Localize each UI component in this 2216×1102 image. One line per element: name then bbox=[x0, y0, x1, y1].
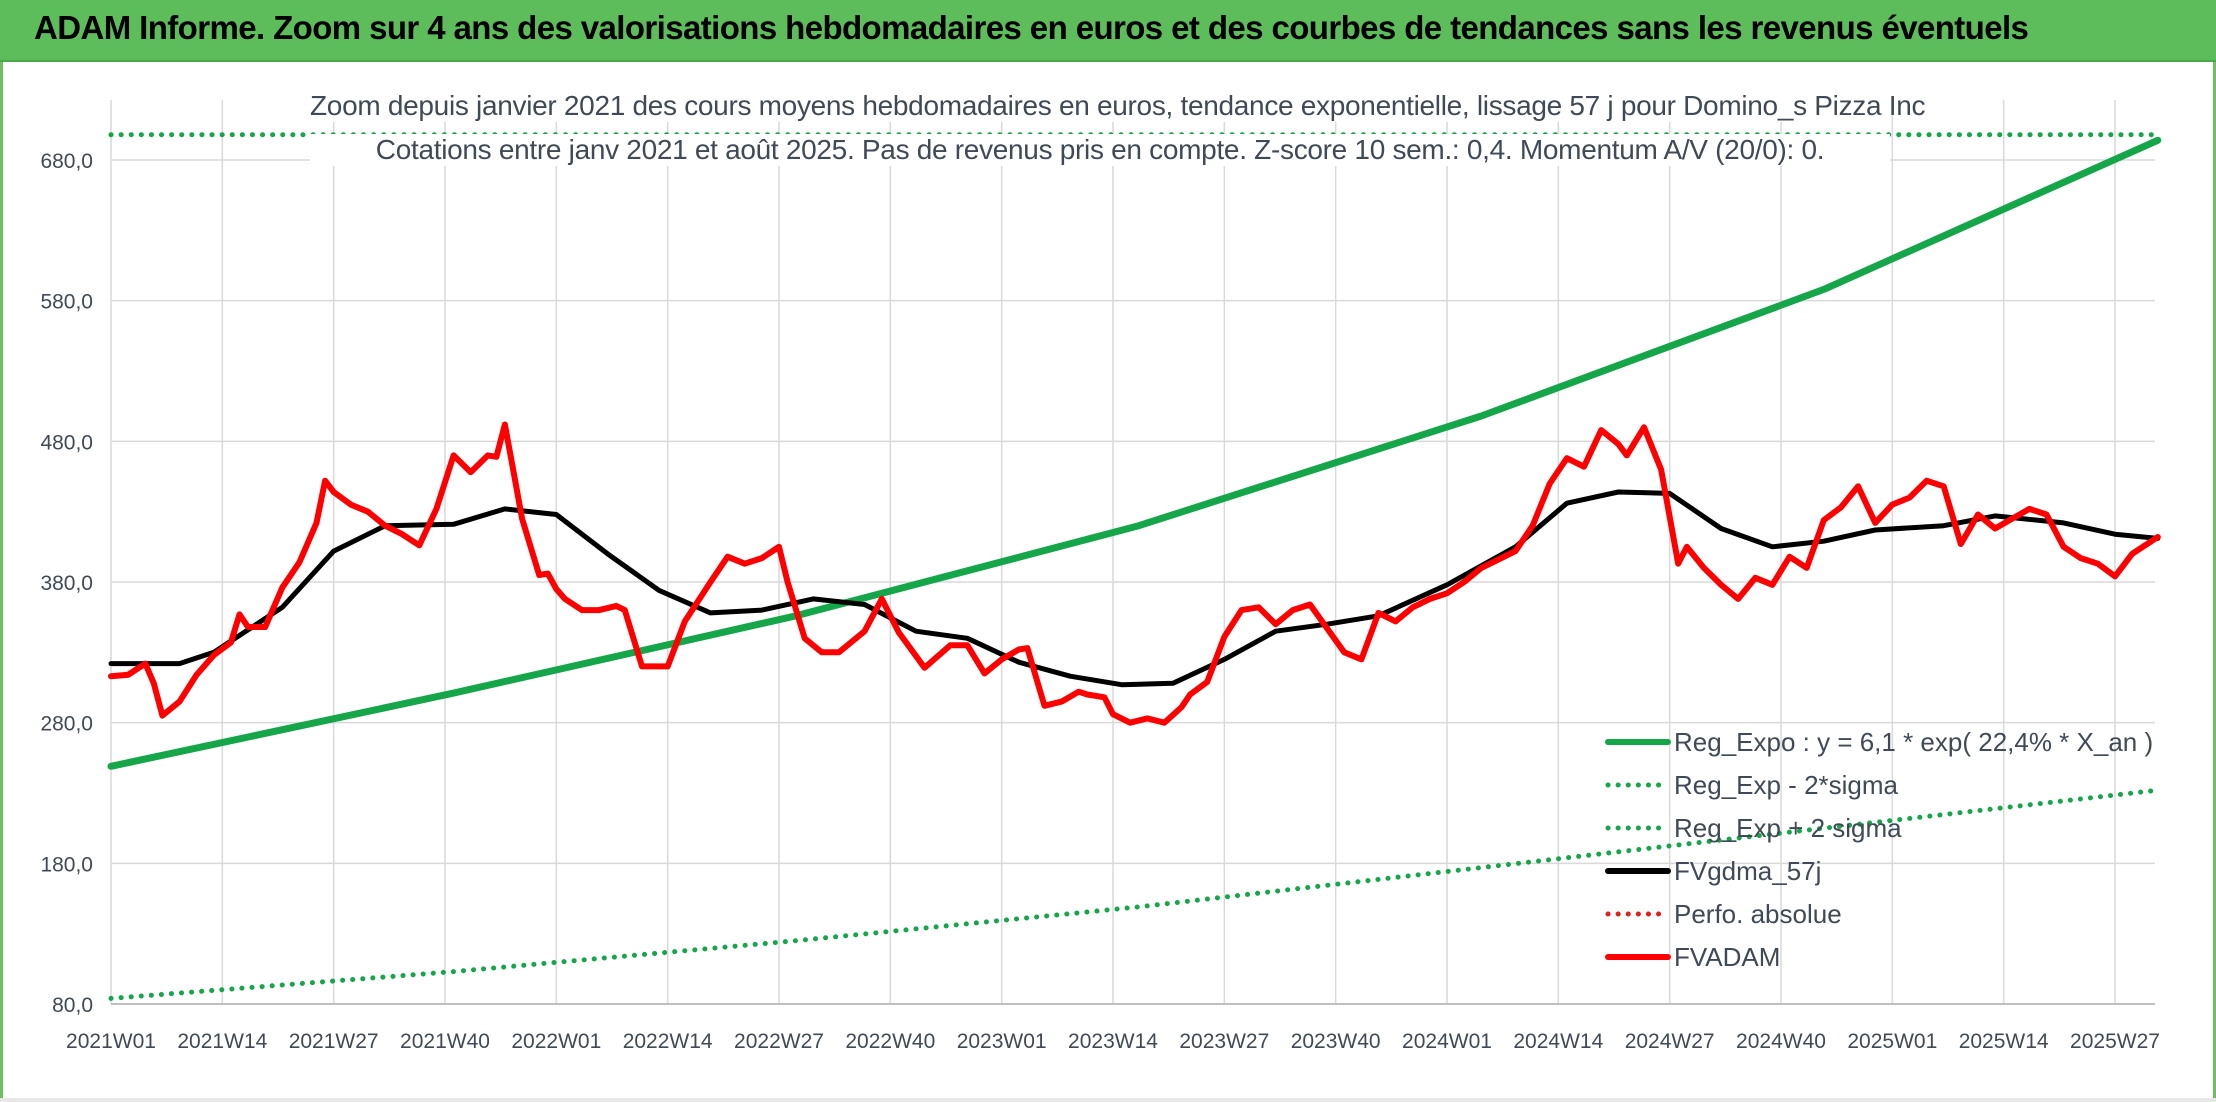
y-tick-label: 580,0 bbox=[40, 291, 93, 314]
x-tick-label: 2024W27 bbox=[1625, 1030, 1715, 1053]
x-tick-label: 2022W27 bbox=[734, 1030, 824, 1053]
x-tick-label: 2021W27 bbox=[289, 1030, 379, 1053]
y-tick-label: 80,0 bbox=[52, 994, 93, 1017]
y-tick-label: 380,0 bbox=[40, 572, 93, 595]
x-tick-label: 2021W14 bbox=[177, 1030, 267, 1053]
legend-label: Reg_Exp - 2*sigma bbox=[1674, 770, 1899, 800]
x-tick-label: 2025W27 bbox=[2070, 1030, 2160, 1053]
chart-title-line-2: Cotations entre janv 2021 et août 2025. … bbox=[310, 134, 1890, 166]
series-line bbox=[108, 489, 2161, 688]
report-banner: ADAM Informe. Zoom sur 4 ans des valoris… bbox=[0, 0, 2216, 62]
y-tick-label: 480,0 bbox=[40, 431, 93, 454]
x-tick-label: 2023W27 bbox=[1179, 1030, 1269, 1053]
y-tick-label: 680,0 bbox=[40, 150, 93, 173]
x-tick-label: 2022W40 bbox=[845, 1030, 935, 1053]
legend-label: FVADAM bbox=[1674, 942, 1780, 972]
bottom-border bbox=[0, 1098, 2216, 1102]
y-tick-label: 180,0 bbox=[40, 853, 93, 876]
series-line bbox=[108, 421, 2161, 726]
x-tick-label: 2023W14 bbox=[1068, 1030, 1158, 1053]
x-tick-label: 2023W40 bbox=[1291, 1030, 1381, 1053]
x-tick-label: 2024W40 bbox=[1736, 1030, 1826, 1053]
x-tick-label: 2022W14 bbox=[623, 1030, 713, 1053]
x-tick-label: 2023W01 bbox=[957, 1030, 1047, 1053]
legend-label: Reg_Exp + 2 sigma bbox=[1674, 813, 1902, 843]
legend-label: FVgdma_57j bbox=[1674, 856, 1821, 886]
x-tick-label: 2022W01 bbox=[511, 1030, 601, 1053]
x-tick-label: 2025W14 bbox=[1959, 1030, 2049, 1053]
chart-title-line-1: Zoom depuis janvier 2021 des cours moyen… bbox=[310, 90, 1926, 122]
x-tick-label: 2025W01 bbox=[1847, 1030, 1937, 1053]
x-tick-label: 2024W14 bbox=[1513, 1030, 1603, 1053]
series-line bbox=[108, 787, 2161, 1001]
report-title: ADAM Informe. Zoom sur 4 ans des valoris… bbox=[34, 9, 2029, 46]
legend-label: Perfo. absolue bbox=[1674, 899, 1842, 929]
x-tick-label: 2024W01 bbox=[1402, 1030, 1492, 1053]
legend-label: Reg_Expo : y = 6,1 * exp( 22,4% * X_an ) bbox=[1674, 727, 2153, 757]
series-line bbox=[107, 136, 2162, 770]
y-tick-label: 280,0 bbox=[40, 713, 93, 736]
x-tick-label: 2021W01 bbox=[66, 1030, 156, 1053]
x-tick-label: 2021W40 bbox=[400, 1030, 490, 1053]
